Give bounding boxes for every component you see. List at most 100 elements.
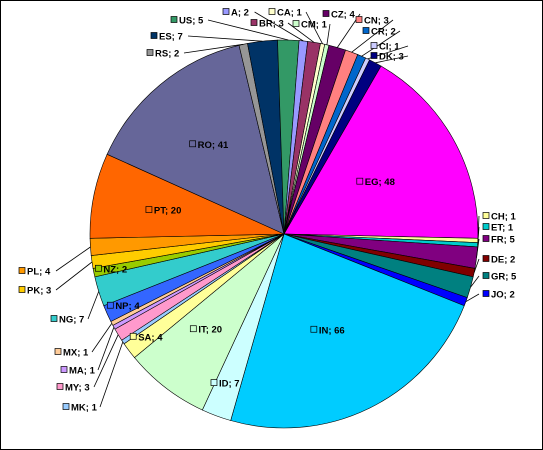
label-swatch-mk [62, 403, 70, 410]
leader-ca [305, 11, 323, 45]
label-swatch-cm [292, 20, 300, 27]
data-label-it: IT; 20 [189, 325, 222, 336]
label-text-pk: PK; 3 [27, 286, 51, 297]
label-text-nz: NZ; 2 [103, 264, 127, 275]
leader-cn [351, 19, 394, 53]
label-swatch-ca [268, 8, 276, 15]
label-swatch-np [106, 301, 114, 309]
label-text-pt: PT; 20 [154, 206, 181, 217]
label-swatch-ng [50, 315, 58, 322]
data-label-ma: MA; 1 [60, 366, 96, 377]
label-text-dk: DK; 3 [379, 52, 404, 63]
leader-mx [91, 323, 113, 353]
label-text-cr: CR; 2 [371, 27, 396, 38]
label-swatch-pk [18, 286, 26, 293]
data-label-a: A; 2 [222, 8, 249, 19]
label-text-cn: CN; 3 [364, 16, 389, 27]
label-text-ng: NG; 7 [59, 315, 84, 326]
label-text-cm: CM; 1 [301, 20, 328, 31]
data-label-ci: CI; 1 [370, 42, 400, 53]
leader-cr [361, 30, 401, 57]
label-text-ci: CI; 1 [379, 42, 400, 53]
data-label-fr: FR; 5 [482, 235, 515, 246]
label-text-id: ID; 7 [219, 379, 240, 390]
label-swatch-pl [18, 267, 26, 274]
leader-us [207, 19, 289, 41]
label-text-fr: FR; 5 [491, 235, 515, 246]
label-text-br: BR; 3 [259, 19, 284, 30]
label-text-mx: MX; 1 [63, 348, 89, 359]
leader-a [254, 11, 304, 42]
slice-eg [283, 65, 479, 239]
data-label-cr: CR; 2 [362, 27, 396, 38]
label-swatch-ci [370, 42, 378, 49]
label-text-gr: GR; 5 [491, 272, 517, 283]
data-label-cn: CN; 3 [355, 16, 389, 27]
label-text-a: A; 2 [231, 8, 249, 19]
label-swatch-rs [146, 49, 154, 56]
label-text-in: IN; 66 [319, 325, 345, 336]
leader-rs [183, 43, 244, 54]
label-text-cz: CZ; 4 [331, 10, 355, 21]
label-swatch-es [150, 32, 158, 39]
data-label-br: BR; 3 [250, 19, 284, 30]
data-label-ng: NG; 7 [50, 315, 84, 326]
label-swatch-dk [370, 52, 378, 59]
data-label-dk: DK; 3 [370, 52, 404, 63]
leader-mk [99, 341, 124, 408]
label-text-jo: JO; 2 [491, 290, 515, 301]
label-swatch-my [56, 383, 64, 390]
label-text-np: NP; 4 [115, 301, 140, 312]
data-label-es: ES; 7 [150, 32, 183, 43]
leader-pl [55, 246, 91, 272]
data-labels: EG; 48 CH; 1ET; 1FR; 5 DE; 2 GR; 5 JO; 2 IN; … [18, 8, 517, 414]
label-swatch-pt [145, 206, 153, 213]
data-label-in: IN; 66 [310, 325, 345, 336]
label-swatch-id [210, 379, 218, 386]
label-swatch-de [482, 255, 490, 262]
leader-cm [326, 23, 331, 45]
label-swatch-in [310, 325, 318, 333]
leader-dk [375, 55, 409, 64]
label-text-mk: MK; 1 [71, 403, 98, 414]
label-swatch-nz [95, 264, 102, 272]
data-label-cm: CM; 1 [292, 20, 328, 31]
label-swatch-ma [60, 366, 68, 373]
data-label-sa: SA; 4 [129, 332, 163, 343]
label-text-rs: RS; 2 [155, 49, 179, 60]
leader-de [473, 258, 480, 273]
data-label-mk: MK; 1 [62, 403, 98, 414]
label-swatch-sa [129, 332, 137, 340]
label-swatch-eg [356, 177, 364, 185]
data-label-np: NP; 4 [106, 301, 140, 312]
data-label-rs: RS; 2 [146, 49, 179, 60]
label-text-my: MY; 3 [65, 383, 90, 394]
label-swatch-et [482, 223, 490, 230]
label-text-es: ES; 7 [159, 32, 183, 43]
leader-br [287, 22, 315, 43]
pie-slices [89, 39, 479, 429]
label-swatch-mx [54, 348, 62, 355]
slice-ro [106, 44, 285, 235]
data-label-ro: RO; 41 [189, 140, 229, 151]
label-text-eg: EG; 48 [365, 177, 395, 188]
data-label-mx: MX; 1 [54, 348, 89, 359]
label-text-ca: CA; 1 [277, 8, 303, 19]
data-label-cz: CZ; 4 [322, 10, 355, 21]
leader-ma [97, 327, 115, 371]
label-swatch-ch [482, 212, 490, 219]
data-label-de: DE; 2 [482, 255, 515, 266]
leader-es [187, 35, 263, 42]
leader-pk [55, 261, 93, 291]
label-swatch-cz [322, 10, 330, 17]
data-label-pk: PK; 3 [18, 286, 51, 297]
data-label-us: US; 5 [170, 16, 204, 27]
data-label-eg: EG; 48 [356, 177, 395, 188]
label-swatch-fr [482, 235, 490, 242]
label-text-ma: MA; 1 [69, 366, 96, 377]
leader-my [93, 334, 119, 388]
data-label-my: MY; 3 [56, 383, 90, 394]
label-swatch-ro [189, 140, 196, 148]
label-swatch-cn [355, 16, 363, 23]
